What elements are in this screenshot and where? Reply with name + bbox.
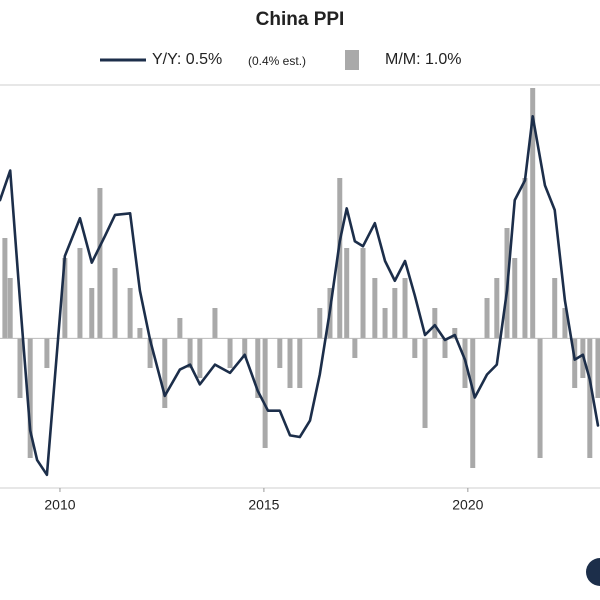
bar [97, 188, 103, 338]
bar [344, 248, 350, 338]
bar [197, 338, 203, 378]
legend-label: Y/Y: 0.5% [152, 51, 222, 68]
bar [277, 338, 283, 368]
bar [262, 338, 268, 448]
bar [337, 178, 343, 338]
bar [382, 308, 388, 338]
bar [127, 288, 133, 338]
bar [212, 308, 218, 338]
bar [412, 338, 418, 358]
bar [77, 248, 83, 338]
bar [162, 338, 168, 408]
x-tick-label: 2015 [248, 497, 279, 513]
legend-note: (0.4% est.) [248, 54, 306, 68]
bar [297, 338, 303, 388]
bar [89, 288, 95, 338]
bar [484, 298, 490, 338]
bar [177, 318, 183, 338]
bar [587, 338, 593, 458]
bar [112, 268, 118, 338]
bar [44, 338, 50, 368]
bar [7, 278, 13, 338]
x-tick-label: 2010 [44, 497, 75, 513]
bar [402, 278, 408, 338]
bar [27, 338, 33, 458]
bar [452, 328, 458, 338]
legend-bar-swatch [345, 50, 359, 70]
x-axis: 2010 2015 2020 [44, 488, 484, 513]
bar [537, 338, 543, 458]
bar [392, 288, 398, 338]
line [0, 114, 600, 477]
bar [287, 338, 293, 388]
bar [562, 308, 568, 338]
legend-label: M/M: 1.0% [385, 51, 461, 68]
bar [255, 338, 261, 398]
logo [586, 558, 600, 586]
bar [17, 338, 23, 398]
bar [552, 278, 558, 338]
bar [494, 278, 500, 338]
bar [227, 338, 233, 368]
bar [432, 308, 438, 338]
bar [572, 338, 578, 388]
bar [470, 338, 476, 468]
bar [62, 258, 68, 338]
bar [352, 338, 358, 358]
chart-title: China PPI [256, 9, 345, 30]
bar [242, 338, 248, 358]
bar [360, 248, 366, 338]
bar [147, 338, 153, 368]
bar [137, 328, 143, 338]
x-tick-label: 2020 [452, 497, 483, 513]
bar [187, 338, 193, 368]
bar [522, 178, 528, 338]
bar [442, 338, 448, 358]
bars [2, 88, 600, 468]
bar [317, 308, 323, 338]
lines [0, 114, 600, 477]
bar [372, 278, 378, 338]
bar [530, 88, 536, 338]
bar [595, 338, 600, 398]
bar [2, 238, 8, 338]
bar [512, 258, 518, 338]
bar [422, 338, 428, 428]
